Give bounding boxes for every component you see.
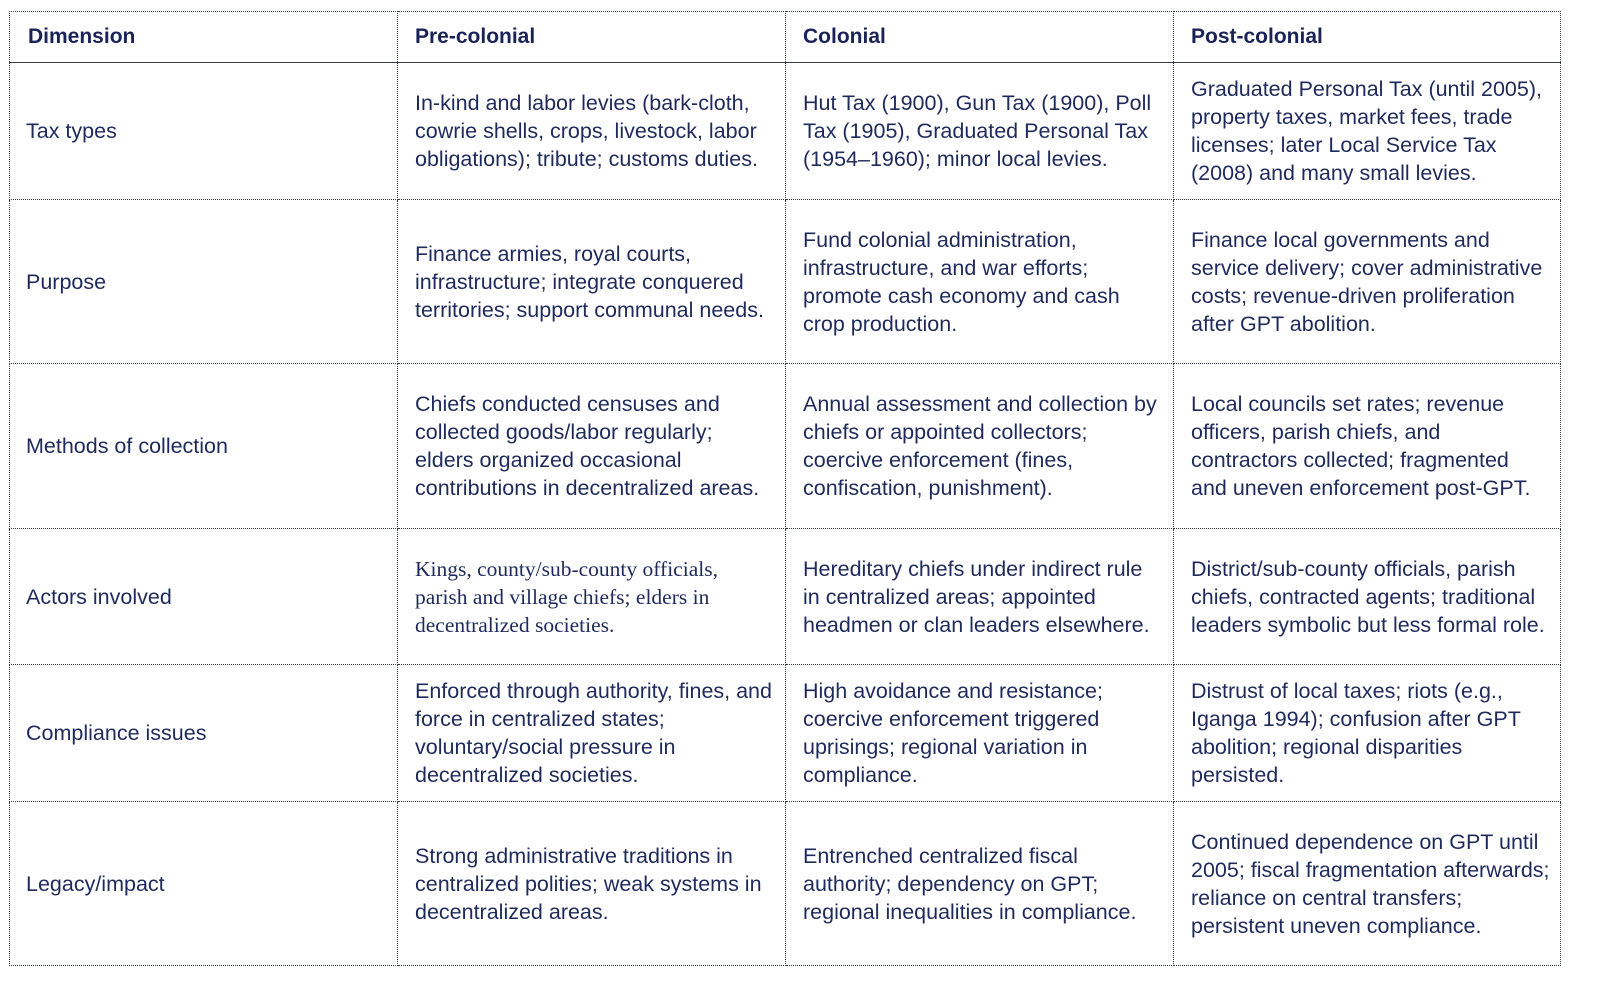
table-row: Methods of collection Chiefs conducted c… <box>9 363 1561 529</box>
header-colonial: Colonial <box>785 11 1174 63</box>
pre-colonial-cell: Strong administrative traditions in cent… <box>397 801 786 966</box>
dimension-cell: Methods of collection <box>9 363 398 529</box>
dimension-cell: Tax types <box>9 62 398 200</box>
header-dimension: Dimension <box>9 11 398 63</box>
table-row: Compliance issues Enforced through autho… <box>9 664 1561 802</box>
colonial-cell: Fund colonial administration, infrastruc… <box>785 199 1174 364</box>
pre-colonial-cell: Enforced through authority, fines, and f… <box>397 664 786 802</box>
table-row: Legacy/impact Strong administrative trad… <box>9 801 1561 966</box>
table-body: Tax types In-kind and labor levies (bark… <box>9 62 1561 966</box>
table-row: Purpose Finance armies, royal courts, in… <box>9 199 1561 364</box>
colonial-cell: Hereditary chiefs under indirect rule in… <box>785 528 1174 665</box>
pre-colonial-cell: Finance armies, royal courts, infrastruc… <box>397 199 786 364</box>
header-row: Dimension Pre-colonial Colonial Post-col… <box>9 11 1561 63</box>
colonial-cell: Entrenched centralized fiscal authority;… <box>785 801 1174 966</box>
post-colonial-cell: Local councils set rates; revenue office… <box>1173 363 1561 529</box>
pre-colonial-cell: Chiefs conducted censuses and collected … <box>397 363 786 529</box>
post-colonial-cell: Graduated Personal Tax (until 2005), pro… <box>1173 62 1561 200</box>
dimension-cell: Actors involved <box>9 528 398 665</box>
pre-colonial-cell: In-kind and labor levies (bark-cloth, co… <box>397 62 786 200</box>
tax-history-table: Dimension Pre-colonial Colonial Post-col… <box>9 11 1561 966</box>
colonial-cell: Annual assessment and collection by chie… <box>785 363 1174 529</box>
header-pre-colonial: Pre-colonial <box>397 11 786 63</box>
colonial-cell: Hut Tax (1900), Gun Tax (1900), Poll Tax… <box>785 62 1174 200</box>
dimension-cell: Purpose <box>9 199 398 364</box>
table-row: Tax types In-kind and labor levies (bark… <box>9 62 1561 200</box>
post-colonial-cell: Distrust of local taxes; riots (e.g., Ig… <box>1173 664 1561 802</box>
post-colonial-cell: Continued dependence on GPT until 2005; … <box>1173 801 1561 966</box>
table-header: Dimension Pre-colonial Colonial Post-col… <box>9 11 1561 63</box>
colonial-cell: High avoidance and resistance; coercive … <box>785 664 1174 802</box>
dimension-cell: Legacy/impact <box>9 801 398 966</box>
table-row: Actors involved Kings, county/sub-county… <box>9 528 1561 665</box>
comparison-table-container: Dimension Pre-colonial Colonial Post-col… <box>9 11 1561 966</box>
post-colonial-cell: Finance local governments and service de… <box>1173 199 1561 364</box>
pre-colonial-cell: Kings, county/sub-county officials, pari… <box>397 528 786 665</box>
dimension-cell: Compliance issues <box>9 664 398 802</box>
header-post-colonial: Post-colonial <box>1173 11 1561 63</box>
post-colonial-cell: District/sub-county officials, parish ch… <box>1173 528 1561 665</box>
